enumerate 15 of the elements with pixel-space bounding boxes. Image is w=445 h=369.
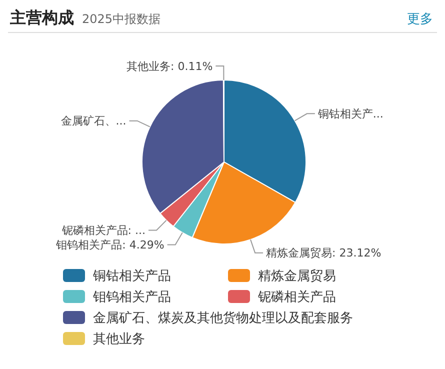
legend-label: 铜钴相关产品 [93, 268, 171, 284]
legend-label: 其他业务 [93, 330, 145, 348]
data-label: 金属矿石、... [60, 114, 126, 128]
chart-title: 主营构成 [10, 8, 74, 29]
chart-subtitle: 2025中报数据 [82, 11, 161, 28]
legend-label: 铌磷相关产品 [258, 288, 336, 306]
text: 更多 [407, 11, 433, 28]
data-label: 精炼金属贸易: 23.12% [266, 246, 382, 260]
data-label: 钼钨相关产品: 4.29% [55, 238, 164, 252]
data-label: 铌磷相关产品: ... [60, 224, 146, 238]
data-label: 铜钴相关产... [316, 108, 384, 120]
legend-label: 钼钨相关产品 [93, 288, 171, 306]
legend-label: 精炼金属贸易 [258, 268, 336, 284]
legend-label: 金属矿石、煤炭及其他货物处理以及配套服务 [93, 310, 353, 326]
data-label: 其他业务: 0.11% [126, 60, 213, 73]
